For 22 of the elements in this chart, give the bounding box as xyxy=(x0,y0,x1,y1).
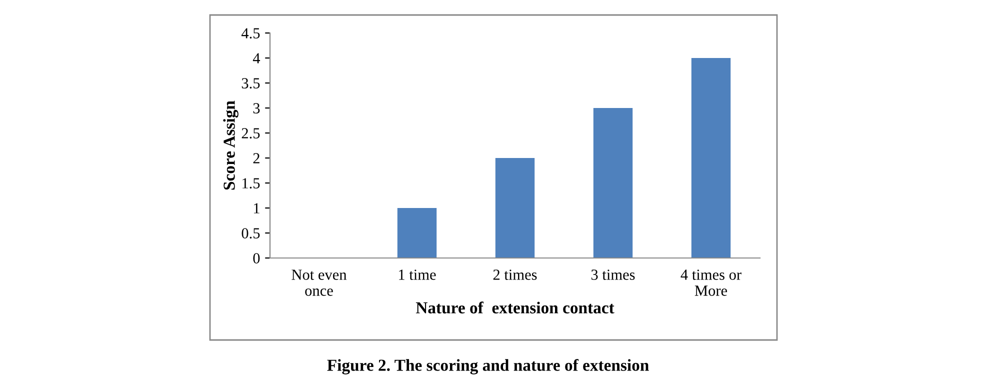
y-tick-label: 0 xyxy=(253,253,260,264)
bar xyxy=(397,208,437,258)
x-tick-label: Not even once xyxy=(292,270,347,296)
x-tick-label: 2 times xyxy=(493,270,537,280)
y-tick-label: 2 xyxy=(253,153,260,164)
y-tick-label: 3 xyxy=(253,103,260,114)
y-axis-title: Score Assign xyxy=(223,100,238,190)
x-tick-label: 4 times or More xyxy=(680,270,742,296)
y-tick-label: 1.5 xyxy=(242,178,260,189)
y-tick-label: 4 xyxy=(252,53,260,64)
caption: Figure 2. The scoring and nature of extension xyxy=(327,358,649,374)
x-axis-title: Nature of extension contact xyxy=(416,302,614,314)
bar xyxy=(495,158,535,258)
y-tick-label: 2.5 xyxy=(242,128,260,139)
bar xyxy=(691,58,731,258)
y-tick-label: 1 xyxy=(254,203,260,214)
x-tick-label: 3 times xyxy=(591,270,635,280)
bar xyxy=(593,108,633,258)
y-tick-label: 3.5 xyxy=(242,78,260,89)
x-tick-label: 1 time xyxy=(399,270,436,280)
y-tick-label: 4.5 xyxy=(241,28,260,39)
y-tick-label: 0.5 xyxy=(242,228,260,239)
